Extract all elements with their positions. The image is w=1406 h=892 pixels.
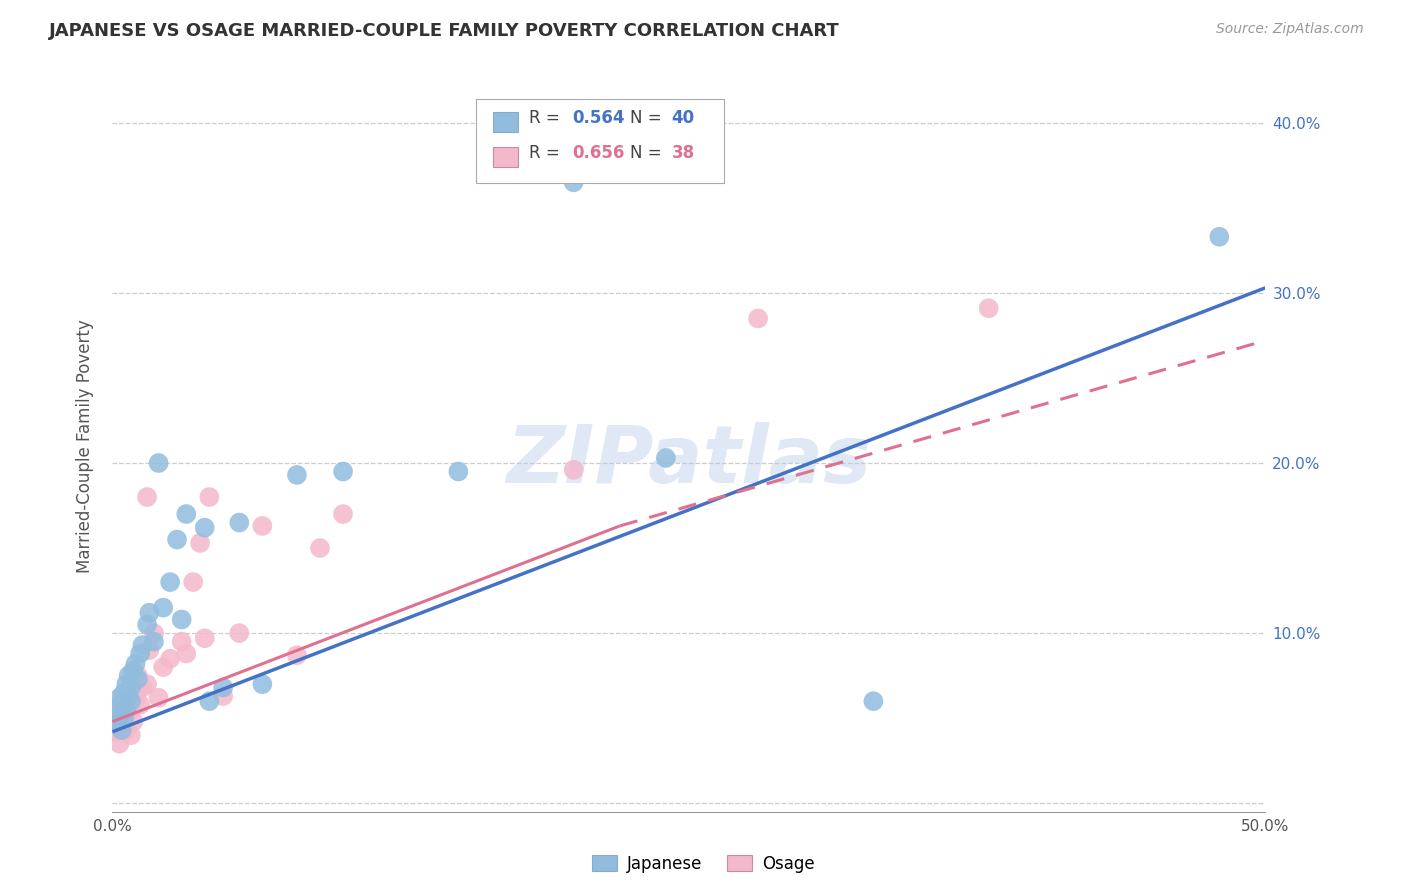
Point (129, 698, 152, 712)
Point (108, 690, 131, 705)
Point (131, 681, 153, 695)
Point (117, 668, 139, 682)
Point (136, 617, 159, 632)
Point (159, 575, 181, 590)
Point (152, 660, 174, 674)
Point (112, 703, 135, 717)
FancyBboxPatch shape (494, 147, 519, 168)
Point (332, 507, 354, 521)
Point (148, 690, 170, 705)
Point (131, 638, 153, 652)
Point (138, 643, 160, 657)
Point (120, 703, 142, 717)
Point (143, 626, 166, 640)
Point (117, 689, 139, 703)
Point (170, 613, 193, 627)
Point (127, 668, 149, 682)
Point (562, 175, 585, 189)
Text: 0.656: 0.656 (572, 144, 624, 161)
Point (136, 490, 159, 504)
Text: JAPANESE VS OSAGE MARRIED-COUPLE FAMILY POVERTY CORRELATION CHART: JAPANESE VS OSAGE MARRIED-COUPLE FAMILY … (49, 22, 839, 40)
Point (115, 677, 138, 691)
Point (104, 703, 127, 717)
Point (120, 681, 142, 695)
Point (977, 301, 1000, 316)
Point (228, 516, 250, 530)
Point (252, 519, 274, 533)
Point (198, 490, 221, 504)
Text: N =: N = (630, 109, 666, 127)
Point (112, 686, 135, 700)
Point (124, 657, 146, 671)
Point (108, 737, 131, 751)
Text: ZIPatlas: ZIPatlas (506, 422, 872, 500)
Point (198, 694, 221, 708)
Point (108, 707, 131, 722)
Point (181, 575, 204, 590)
Point (138, 606, 160, 620)
Point (127, 672, 149, 686)
Point (655, 450, 678, 465)
Point (117, 690, 139, 705)
Point (115, 707, 138, 722)
Point (122, 664, 145, 678)
Point (562, 463, 585, 477)
Point (122, 714, 145, 729)
Text: 38: 38 (672, 144, 695, 161)
Legend: Japanese, Osage: Japanese, Osage (585, 848, 821, 880)
Point (112, 711, 135, 725)
Point (212, 681, 235, 695)
Point (194, 631, 217, 645)
Text: N =: N = (630, 144, 666, 161)
Point (115, 723, 138, 737)
Point (152, 600, 174, 615)
Point (148, 456, 170, 470)
Point (111, 694, 134, 708)
Point (104, 711, 127, 725)
Text: Source: ZipAtlas.com: Source: ZipAtlas.com (1216, 22, 1364, 37)
Point (105, 724, 128, 739)
Point (159, 651, 181, 665)
Point (166, 533, 188, 547)
Point (170, 634, 193, 648)
Point (124, 690, 146, 705)
Point (188, 536, 211, 550)
Point (212, 689, 235, 703)
Point (111, 698, 134, 712)
Point (111, 714, 134, 729)
Point (1208, 229, 1230, 244)
Point (194, 521, 217, 535)
Point (285, 648, 308, 663)
Text: 40: 40 (672, 109, 695, 127)
Point (309, 541, 332, 555)
Text: 0.564: 0.564 (572, 109, 626, 127)
Point (105, 714, 128, 729)
FancyBboxPatch shape (475, 99, 724, 183)
Text: R =: R = (529, 144, 565, 161)
Point (120, 728, 142, 742)
Point (174, 647, 197, 661)
Text: R =: R = (529, 109, 565, 127)
Point (862, 694, 884, 708)
Point (136, 677, 159, 691)
FancyBboxPatch shape (494, 112, 519, 132)
Point (143, 634, 166, 648)
Point (129, 647, 152, 661)
Point (115, 703, 138, 717)
Point (747, 311, 769, 326)
Point (228, 626, 250, 640)
Point (120, 694, 142, 708)
Y-axis label: Married-Couple Family Poverty: Married-Couple Family Poverty (76, 319, 94, 573)
Point (111, 723, 134, 737)
Point (174, 507, 197, 521)
Point (252, 677, 274, 691)
Point (332, 465, 354, 479)
Point (285, 467, 308, 482)
Point (447, 465, 470, 479)
